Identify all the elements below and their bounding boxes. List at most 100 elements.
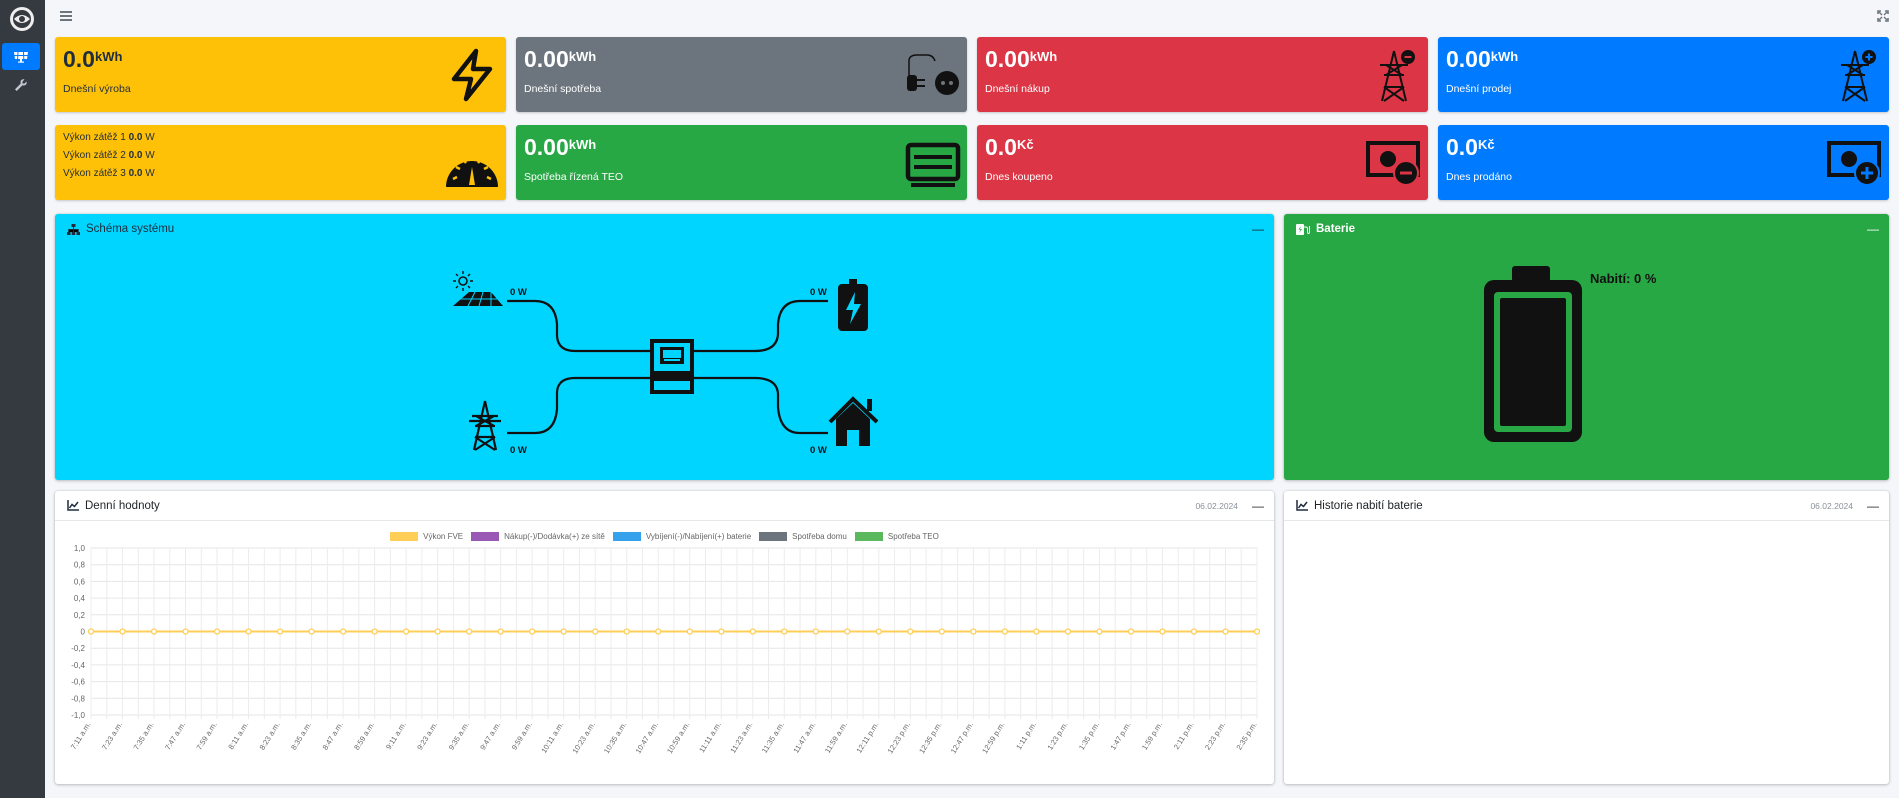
power-tower-plus-icon xyxy=(1841,50,1876,102)
x-tick-label: 11:23 a.m. xyxy=(728,720,754,754)
load-row-3: Výkon zátěž 3 0.0 W xyxy=(63,168,155,179)
daily-date: 06.02.2024 xyxy=(1195,501,1238,511)
x-tick-label: 12:35 p.m. xyxy=(917,720,943,755)
data-point xyxy=(245,628,252,635)
x-tick-label: 2:11 p.m. xyxy=(1172,720,1196,751)
sitemap-icon xyxy=(67,223,80,235)
info-box-teo: 0.00kWh Spotřeba řízená TEO xyxy=(516,125,967,200)
x-tick-label: 11:11 a.m. xyxy=(697,720,723,754)
x-tick-label: 12:11 p.m. xyxy=(854,720,880,754)
battery-title: Baterie xyxy=(1316,223,1355,235)
data-point xyxy=(402,628,410,635)
legend-item[interactable]: Výkon FVE xyxy=(390,532,463,541)
x-tick-label: 11:59 a.m. xyxy=(823,720,849,754)
x-tick-label: 1:23 p.m. xyxy=(1045,720,1069,751)
legend-swatch xyxy=(854,532,883,541)
x-tick-label: 7:47 a.m. xyxy=(163,720,187,751)
logo-icon[interactable] xyxy=(8,5,36,33)
x-tick-label: 9:23 a.m. xyxy=(415,720,439,751)
load-row-2: Výkon zátěž 2 0.0 W xyxy=(63,150,155,161)
money-minus-icon xyxy=(1366,141,1420,186)
data-point xyxy=(1096,628,1103,635)
sold-value: 0.0Kč xyxy=(1446,134,1495,160)
sale-value: 0.00kWh xyxy=(1446,46,1519,72)
consumption-value: 0.00kWh xyxy=(524,46,597,72)
data-point xyxy=(592,628,599,635)
legend-swatch xyxy=(759,532,788,541)
consumption-label: Dnešní spotřeba xyxy=(524,83,602,95)
info-box-production: 0.0kWh Dnešní výroba xyxy=(55,37,506,112)
data-point xyxy=(1033,628,1040,635)
legend-label: Vybíjení(-)/Nabíjení(+) baterie xyxy=(645,532,752,541)
x-tick-label: 1:11 p.m. xyxy=(1014,720,1038,751)
x-tick-label: 9:59 a.m. xyxy=(510,720,534,751)
y-tick-label: 0,6 xyxy=(74,577,86,586)
legend-item[interactable]: Spotřeba domu xyxy=(759,532,847,541)
legend-item[interactable]: Vybíjení(-)/Nabíjení(+) baterie xyxy=(612,532,752,541)
collapse-icon[interactable]: — xyxy=(1867,499,1879,513)
legend-swatch xyxy=(612,532,641,541)
x-tick-label: 9:11 a.m. xyxy=(384,720,408,751)
data-point xyxy=(1190,628,1198,635)
x-tick-label: 10:35 a.m. xyxy=(602,720,628,755)
legend-item[interactable]: Nákup(-)/Dodávka(+) ze sítě xyxy=(471,532,605,541)
data-point xyxy=(781,628,788,635)
sidebar-item-dashboard[interactable] xyxy=(2,43,40,70)
data-point xyxy=(844,628,851,635)
info-box-sold: 0.0Kč Dnes prodáno xyxy=(1438,125,1889,200)
data-point xyxy=(686,628,693,635)
daily-values-chart: 1,0 0,8 0,6 0,4 0,2 0 -0,2 -0,4 -0,6 -0,8 -1,07:11… xyxy=(69,544,1261,755)
sidebar-item-settings[interactable] xyxy=(2,71,40,98)
x-tick-label: 11:35 a.m. xyxy=(760,720,786,754)
x-tick-label: 8:11 a.m. xyxy=(226,720,250,751)
battery-history-card: Historie nabití baterie 06.02.2024 — xyxy=(1284,491,1889,784)
x-tick-label: 10:11 a.m. xyxy=(539,720,565,754)
y-tick-label: -1,0 xyxy=(71,711,85,720)
x-tick-label: 8:35 a.m. xyxy=(289,720,313,751)
x-tick-label: 12:47 p.m. xyxy=(949,720,975,755)
info-box-bought: 0.0Kč Dnes koupeno xyxy=(977,125,1428,200)
plug-icon xyxy=(907,54,959,95)
legend-item[interactable]: Spotřeba TEO xyxy=(854,532,939,541)
teo-value: 0.00kWh xyxy=(524,134,597,160)
collapse-icon[interactable]: — xyxy=(1252,222,1264,236)
data-point xyxy=(907,628,914,635)
inverter-icon xyxy=(650,339,694,394)
sidebar xyxy=(0,0,45,798)
charging-station-icon xyxy=(1296,223,1310,235)
bought-label: Dnes koupeno xyxy=(985,171,1053,183)
collapse-icon[interactable]: — xyxy=(1867,222,1879,236)
data-point xyxy=(1127,628,1135,635)
gauge-icon xyxy=(446,156,498,187)
data-point xyxy=(371,628,378,635)
info-box-loads: Výkon zátěž 1 0.0 W Výkon zátěž 2 0.0 W … xyxy=(55,125,506,200)
solar-panel-icon xyxy=(14,51,28,63)
x-tick-label: 1:47 p.m. xyxy=(1108,720,1132,751)
daily-card-header: Denní hodnoty 06.02.2024 — xyxy=(55,491,1274,521)
daily-title: Denní hodnoty xyxy=(85,499,160,512)
solar-panel-icon xyxy=(453,271,503,307)
menu-toggle-icon[interactable] xyxy=(60,11,72,21)
grid-power-label: 0 W xyxy=(510,445,527,456)
data-point xyxy=(529,628,536,635)
y-tick-label: -0,4 xyxy=(71,661,85,670)
battery-power-label: 0 W xyxy=(810,287,827,298)
collapse-icon[interactable]: — xyxy=(1252,499,1264,513)
schema-card: Schéma systému — 0 W 0 W xyxy=(55,214,1274,480)
data-point xyxy=(339,628,347,635)
pv-power-label: 0 W xyxy=(510,287,527,298)
battery-card-header: Baterie — xyxy=(1284,214,1889,244)
data-point xyxy=(749,628,756,635)
data-point xyxy=(1253,628,1261,635)
legend-swatch xyxy=(390,532,419,541)
x-tick-label: 8:47 a.m. xyxy=(321,720,345,751)
load-row-1: Výkon zátěž 1 0.0 W xyxy=(63,132,155,143)
fullscreen-icon[interactable] xyxy=(1877,10,1889,22)
purchase-label: Dnešní nákup xyxy=(985,83,1050,95)
y-tick-label: -0,8 xyxy=(71,694,85,703)
line-chart-icon xyxy=(67,500,79,511)
y-tick-label: 1,0 xyxy=(74,544,86,553)
data-point xyxy=(213,628,221,635)
data-point xyxy=(276,628,284,635)
data-point xyxy=(938,628,946,635)
